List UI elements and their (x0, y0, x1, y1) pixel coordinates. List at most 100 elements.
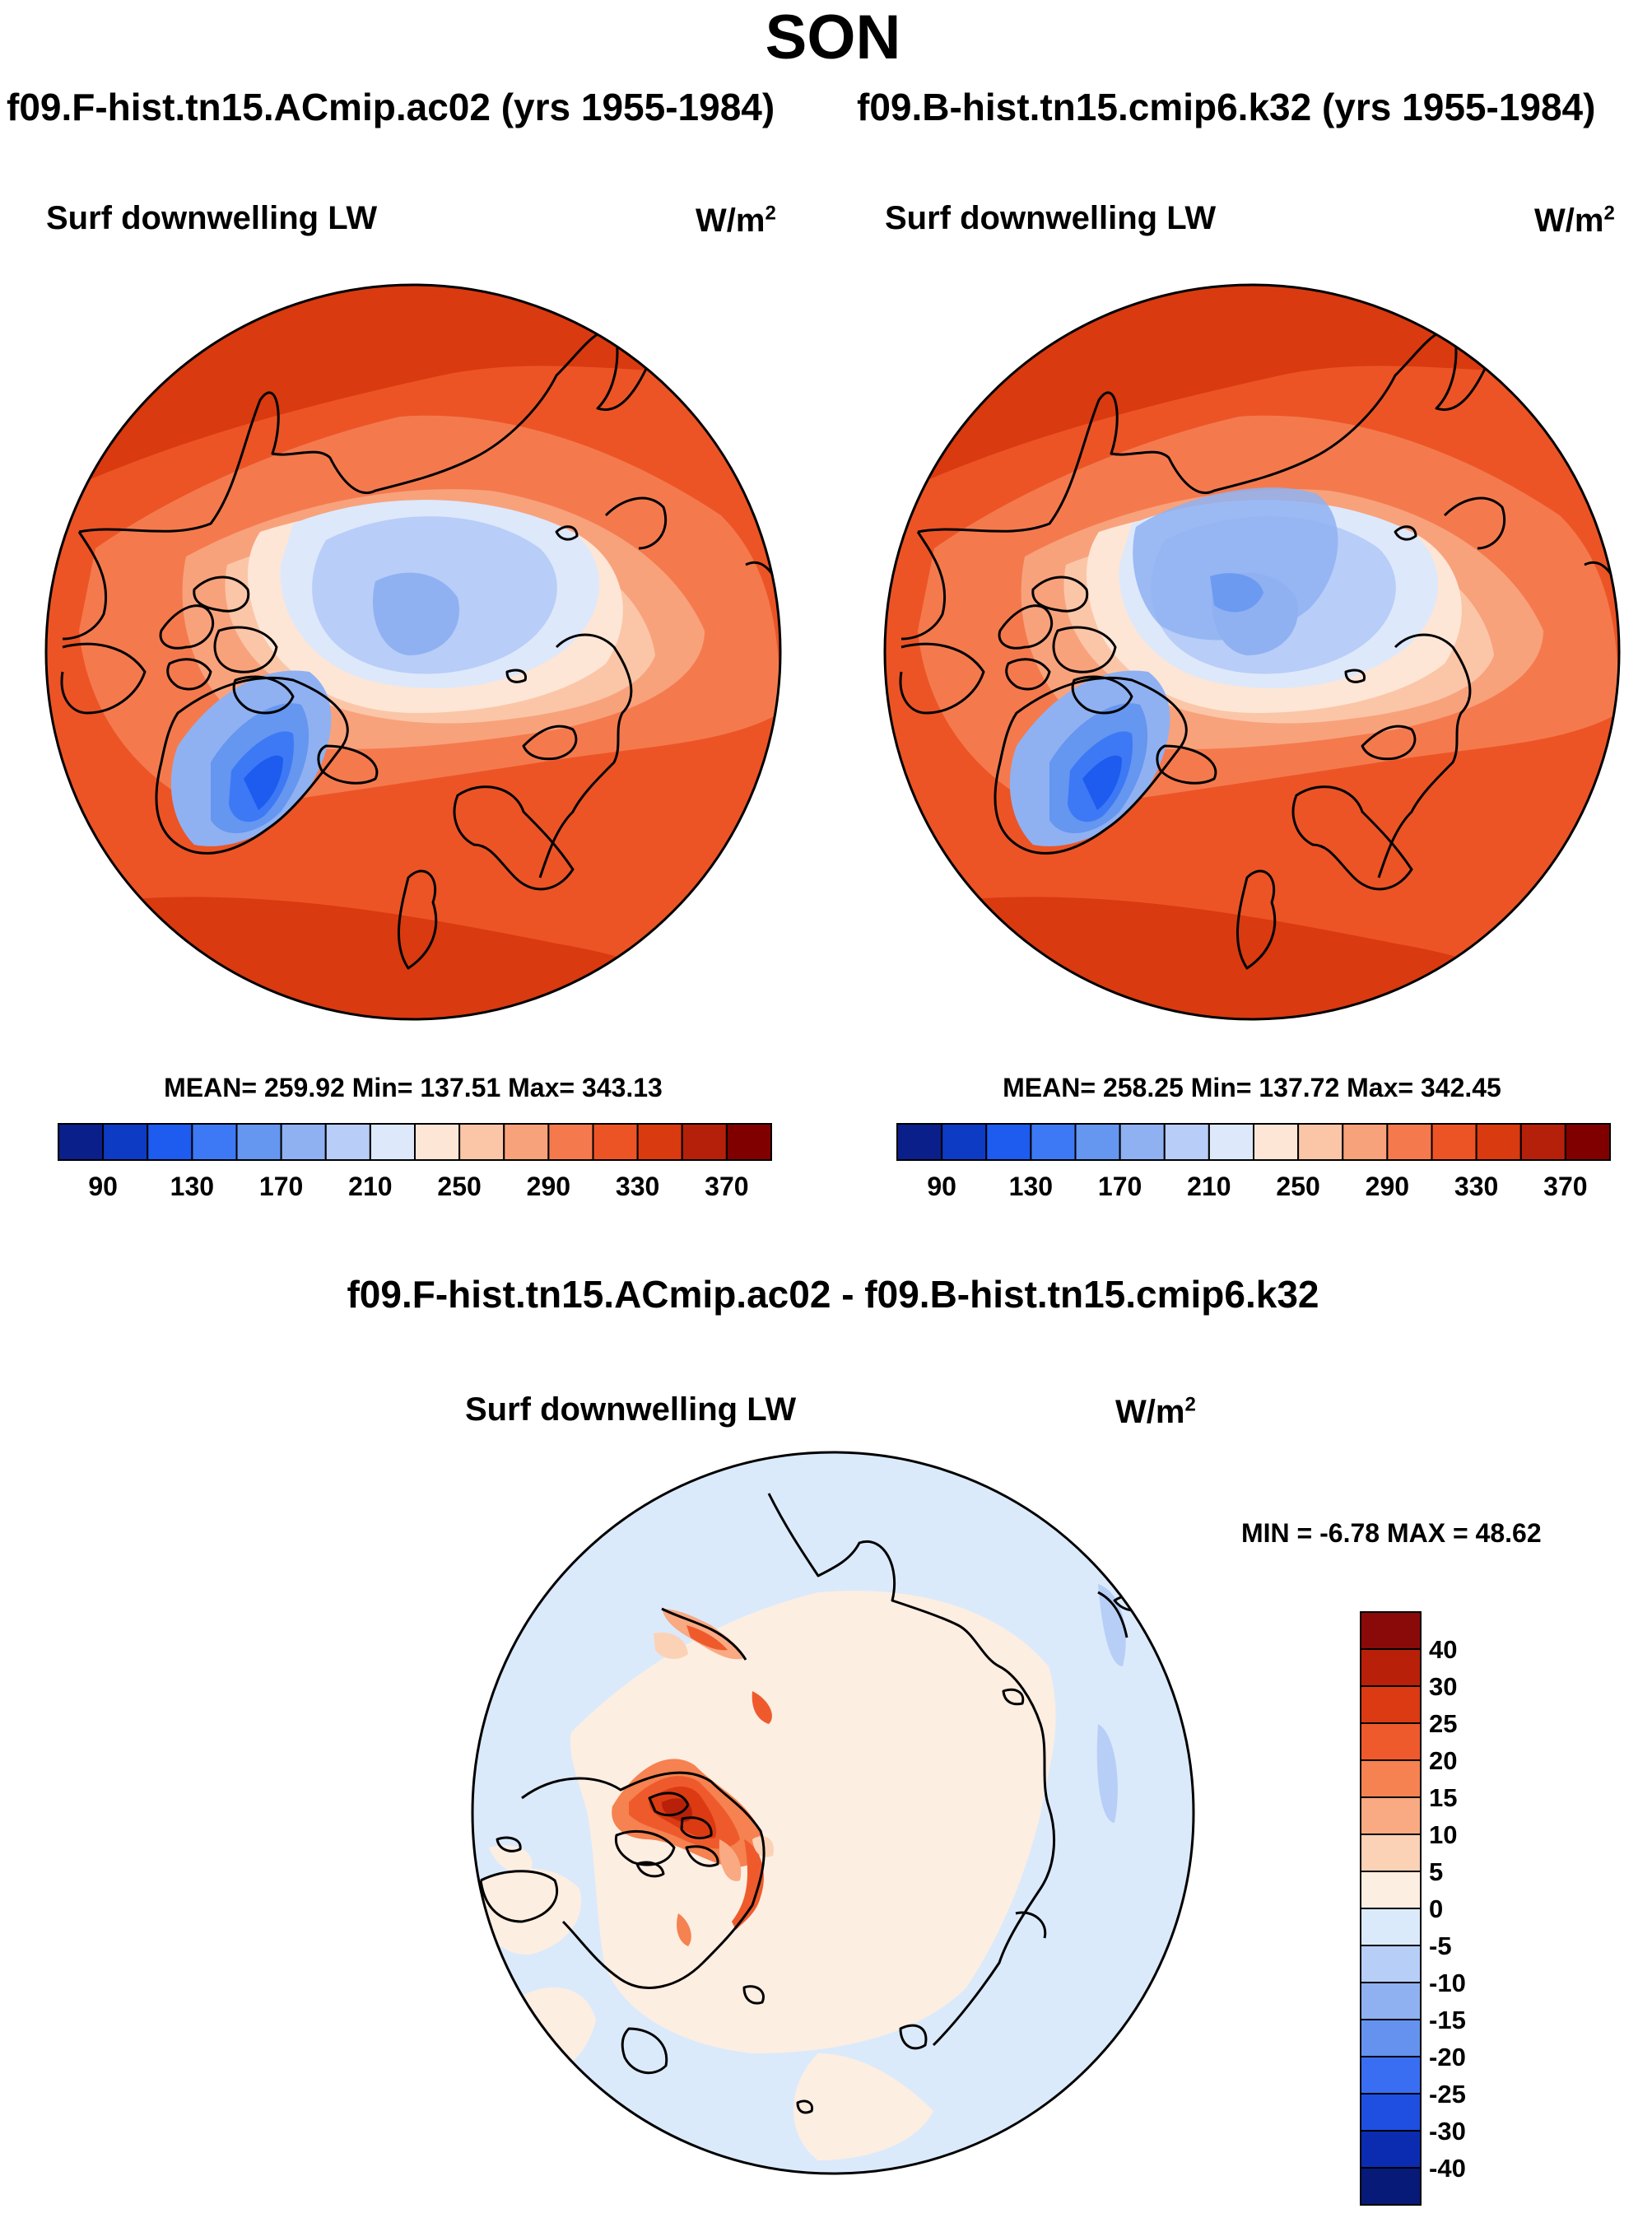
panel-2-title: f09.B-hist.tn15.cmip6.k32 (yrs 1955-1984… (857, 86, 1596, 128)
colorbar-box (102, 1123, 149, 1161)
colorbar-box (1074, 1123, 1121, 1161)
colorbar-box (1564, 1123, 1611, 1161)
colorbar-tick-label: 0 (1429, 1894, 1443, 1923)
colorbar-box (1360, 2056, 1422, 2095)
panel-1-units-exp: 2 (765, 202, 776, 225)
colorbar-box (414, 1123, 461, 1161)
panel-3-units-base: W/m (1115, 1394, 1185, 1430)
colorbar-box (1386, 1123, 1433, 1161)
colorbar-box (1360, 1982, 1422, 2020)
colorbar-tick-label: -15 (1429, 2006, 1466, 2034)
panel-2-units: W/m2 (1534, 203, 1615, 240)
colorbar-tick-label: 130 (1009, 1172, 1053, 1201)
colorbar-tick-label: 250 (1276, 1172, 1319, 1201)
panel-3-map (472, 1452, 1194, 2174)
colorbar-box (941, 1123, 988, 1161)
colorbar-box (191, 1123, 238, 1161)
colorbar-box (1431, 1123, 1477, 1161)
colorbar-tick-label: 370 (1543, 1172, 1587, 1201)
colorbar-box (1360, 1945, 1422, 1983)
colorbar-tick-label: 330 (1454, 1172, 1498, 1201)
panel-2-map (885, 285, 1619, 1019)
panel-1-map (46, 285, 780, 1019)
colorbar-box (1475, 1123, 1522, 1161)
colorbar-box (547, 1123, 594, 1161)
colorbar-tick-label: 250 (437, 1172, 481, 1201)
colorbar-box (1163, 1123, 1210, 1161)
colorbar-tick-label: 40 (1429, 1635, 1457, 1664)
panel-2-colorbar: 90 130 170 210 250 290 330 370 (896, 1123, 1611, 1201)
panel-1-title: f09.F-hist.tn15.ACmip.ac02 (yrs 1955-198… (7, 86, 775, 128)
colorbar-tick-label: -10 (1429, 1969, 1466, 1997)
panel-2-map-border (883, 283, 1621, 1021)
colorbar-tick-label: 25 (1429, 1709, 1457, 1738)
colorbar-tick-label: 5 (1429, 1857, 1443, 1886)
colorbar-tick-label: 290 (527, 1172, 570, 1201)
colorbar-box (147, 1123, 193, 1161)
colorbar-tick-label: -5 (1429, 1931, 1452, 1960)
panel-1-colorbar: 90 130 170 210 250 290 330 370 (58, 1123, 772, 1201)
panel-2-stats: MEAN= 258.25 Min= 137.72 Max= 342.45 (1003, 1073, 1501, 1102)
panel-3-variable: Surf downwelling LW (465, 1391, 797, 1428)
colorbar-box (369, 1123, 416, 1161)
colorbar-box (592, 1123, 639, 1161)
colorbar-tick-label: 330 (616, 1172, 659, 1201)
colorbar-tick-label: 90 (927, 1172, 956, 1201)
colorbar-box (1030, 1123, 1077, 1161)
colorbar-tick-label: 90 (88, 1172, 118, 1201)
colorbar-tick-label: 30 (1429, 1672, 1457, 1701)
colorbar-box (1297, 1123, 1344, 1161)
colorbar-box (280, 1123, 327, 1161)
panel-1-map-border (44, 283, 782, 1021)
colorbar-box (985, 1123, 1032, 1161)
colorbar-box (1360, 1796, 1422, 1835)
colorbar-box (1519, 1123, 1566, 1161)
colorbar-tick-label: 20 (1429, 1746, 1457, 1775)
colorbar-box (1360, 2167, 1422, 2206)
colorbar-tick-label: 210 (1187, 1172, 1231, 1201)
colorbar-box (1119, 1123, 1166, 1161)
colorbar-tick-label: -30 (1429, 2117, 1466, 2146)
colorbar-box (1360, 1611, 1422, 1650)
panel-3-units-exp: 2 (1184, 1393, 1196, 1416)
colorbar-tick-label: 210 (348, 1172, 392, 1201)
colorbar-tick-label: 170 (1098, 1172, 1142, 1201)
colorbar-tick-label: 15 (1429, 1783, 1457, 1812)
panel-1-units: W/m2 (696, 203, 776, 240)
colorbar-tick-label: -20 (1429, 2043, 1466, 2071)
colorbar-tick-label: 290 (1366, 1172, 1409, 1201)
panel-3-stats: MIN = -6.78 MAX = 48.62 (1241, 1518, 1542, 1548)
colorbar-box (1360, 1834, 1422, 1872)
colorbar-tick-label: 10 (1429, 1820, 1457, 1849)
colorbar-box (1360, 1871, 1422, 1909)
panel-1-stats: MEAN= 259.92 Min= 137.51 Max= 343.13 (164, 1073, 663, 1102)
colorbar-tick-label: 130 (170, 1172, 214, 1201)
colorbar-box (896, 1123, 943, 1161)
colorbar-box (458, 1123, 505, 1161)
panel-3-title: f09.F-hist.tn15.ACmip.ac02 - f09.B-hist.… (347, 1273, 1319, 1316)
colorbar-box (725, 1123, 772, 1161)
panel-2-units-exp: 2 (1603, 202, 1615, 225)
colorbar-box (636, 1123, 683, 1161)
colorbar-tick-label: -40 (1429, 2154, 1466, 2183)
colorbar-box (1360, 1908, 1422, 1946)
colorbar-box (58, 1123, 105, 1161)
colorbar-box (1360, 2019, 1422, 2057)
colorbar-box (1360, 1648, 1422, 1687)
colorbar-box (1360, 1722, 1422, 1761)
panel-2-units-base: W/m (1534, 203, 1604, 239)
colorbar-box (235, 1123, 282, 1161)
colorbar-box (681, 1123, 728, 1161)
panel-3-units: W/m2 (1115, 1394, 1196, 1431)
panel-3-colorbar: 40 30 25 20 15 10 5 0 -5 -10 -15 -20 -25 -30 -40 (1360, 1611, 1466, 2206)
colorbar-box (1208, 1123, 1254, 1161)
colorbar-box (1360, 1685, 1422, 1724)
colorbar-tick-label: -25 (1429, 2080, 1466, 2108)
colorbar-tick-label: 170 (259, 1172, 303, 1201)
colorbar-box (324, 1123, 371, 1161)
colorbar-tick-label: 370 (705, 1172, 748, 1201)
colorbar-box (1360, 2130, 1422, 2169)
panel-2-variable: Surf downwelling LW (885, 200, 1217, 236)
colorbar-box (1342, 1123, 1389, 1161)
